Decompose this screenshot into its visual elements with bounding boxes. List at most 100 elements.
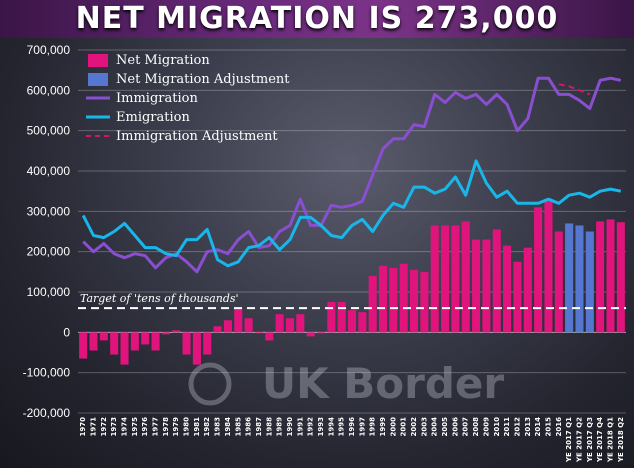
x-tick-label: 1992 — [307, 417, 315, 437]
bar — [265, 332, 274, 341]
x-tick-label: 2010 — [493, 417, 501, 437]
bar — [223, 320, 232, 333]
bar — [472, 239, 481, 333]
target-label: Target of 'tens of thousands' — [80, 292, 239, 305]
x-tick-label: 1994 — [327, 417, 335, 437]
x-tick-label: 2008 — [472, 417, 480, 437]
x-tick-label: 2002 — [410, 417, 418, 437]
x-tick-label: 1983 — [214, 417, 222, 437]
x-tick-label: 1996 — [348, 417, 356, 437]
x-tick-label: 1981 — [193, 417, 201, 437]
bar — [575, 225, 584, 333]
bar — [244, 318, 253, 333]
bar — [161, 332, 170, 335]
x-tick-label: 2001 — [400, 417, 408, 437]
series-lines — [81, 76, 622, 274]
bars — [79, 199, 625, 365]
bar — [285, 318, 294, 333]
bar — [399, 263, 408, 333]
bar — [275, 314, 284, 333]
bar — [430, 225, 439, 333]
bar — [337, 302, 346, 333]
x-tick-label: 1989 — [276, 417, 284, 437]
x-tick-label: YE 2017 Q3 — [586, 417, 594, 463]
bar — [492, 229, 501, 333]
bar — [389, 267, 398, 333]
legend-label: Net Migration Adjustment — [116, 72, 290, 87]
y-tick-label: 600,000 — [27, 83, 71, 97]
bar — [306, 332, 315, 337]
x-tick-label: 1998 — [369, 417, 377, 437]
x-tick-label: 1987 — [255, 417, 263, 437]
bar — [420, 271, 429, 333]
x-tick-label: 1978 — [162, 417, 170, 437]
bar — [182, 332, 191, 355]
x-axis: 1970 1971 1972 1973 1974 1975 1976 1977 1978 1979… — [79, 417, 625, 463]
bar — [89, 332, 98, 351]
bar — [565, 223, 574, 333]
bar — [585, 231, 594, 333]
bar — [213, 326, 222, 333]
bar — [120, 332, 129, 365]
bar — [606, 219, 615, 333]
x-tick-label: 1985 — [234, 417, 242, 437]
bar — [358, 312, 367, 333]
bar — [79, 332, 88, 359]
x-tick-label: YE 2017 Q2 — [575, 417, 583, 463]
bar — [441, 225, 450, 333]
bar — [534, 207, 543, 333]
x-tick-label: 1999 — [379, 417, 387, 437]
uk-border-watermark: UK Border — [262, 359, 504, 408]
legend-label: Immigration — [116, 91, 198, 106]
x-tick-label: 1972 — [100, 417, 108, 437]
x-tick-label: 1980 — [183, 417, 191, 437]
y-tick-label: -100,000 — [23, 366, 71, 380]
y-tick-label: 700,000 — [27, 43, 71, 57]
bar — [378, 265, 388, 333]
x-tick-label: 1988 — [265, 417, 273, 437]
bar — [554, 231, 563, 333]
bar — [151, 332, 160, 351]
x-tick-label: 2011 — [503, 417, 511, 437]
y-tick-label: 0 — [63, 325, 70, 339]
bar — [523, 247, 532, 333]
x-tick-label: 1984 — [224, 417, 232, 437]
legend: Net Migration Net Migration Adjustment Imm… — [86, 53, 290, 144]
x-tick-label: 1973 — [110, 417, 118, 437]
title-band — [0, 0, 634, 38]
y-axis: 700,000 600,000 500,000 400,000 300,000 200,0… — [23, 43, 71, 420]
bar — [451, 225, 460, 333]
bar — [616, 222, 625, 333]
x-tick-label: 2004 — [431, 417, 439, 437]
x-tick-label: YE 2017 Q4 — [596, 417, 604, 463]
x-tick-label: 2015 — [544, 417, 552, 437]
x-tick-label: 1971 — [90, 417, 98, 437]
y-tick-label: -200,000 — [23, 406, 71, 420]
bar — [461, 221, 470, 333]
x-tick-label: 2003 — [420, 417, 428, 437]
y-tick-label: 200,000 — [27, 245, 71, 259]
bar — [254, 332, 263, 334]
legend-label: Immigration Adjustment — [116, 129, 278, 144]
x-tick-label: 2006 — [451, 417, 459, 437]
x-tick-label: 2014 — [534, 417, 542, 437]
x-tick-label: 1991 — [296, 417, 304, 437]
x-tick-label: 1995 — [338, 417, 346, 437]
legend-swatch — [88, 73, 108, 86]
bar — [410, 269, 419, 333]
bar — [192, 332, 201, 365]
x-tick-label: YE 2018 Q2 — [617, 417, 625, 463]
x-tick-label: YE 2018 Q1 — [606, 417, 614, 463]
target-group: Target of 'tens of thousands' — [78, 292, 626, 310]
bar — [503, 245, 512, 333]
bar — [110, 332, 119, 355]
bar — [296, 314, 305, 333]
x-tick-label: 1979 — [172, 417, 180, 437]
bar — [130, 332, 139, 351]
bar — [141, 332, 150, 345]
x-tick-label: 2007 — [462, 417, 470, 437]
bar — [327, 302, 336, 333]
x-tick-label: 1975 — [131, 417, 139, 437]
x-tick-label: 1982 — [203, 417, 211, 437]
